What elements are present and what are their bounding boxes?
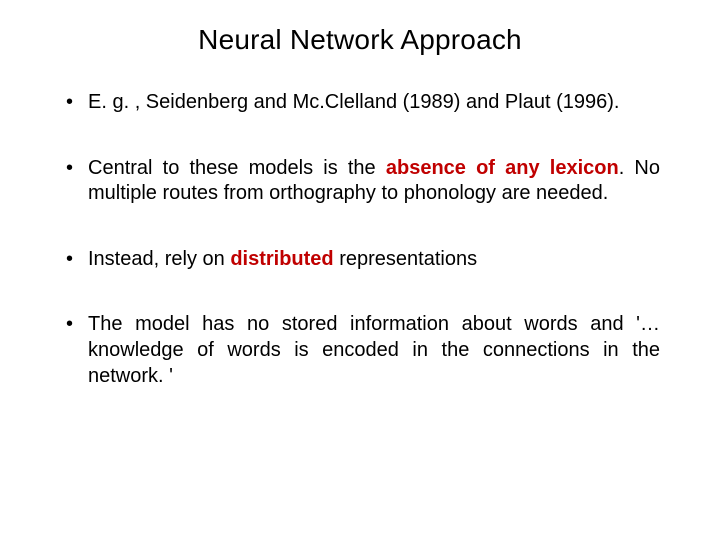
- bullet-text-em: absence of any lexicon: [386, 157, 619, 179]
- list-item: E. g. , Seidenberg and Mc.Clelland (1989…: [60, 90, 660, 116]
- list-item: The model has no stored information abou…: [60, 312, 660, 389]
- bullet-text-pre: Instead, rely on: [88, 248, 230, 270]
- slide: Neural Network Approach E. g. , Seidenbe…: [0, 0, 720, 540]
- list-item: Central to these models is the absence o…: [60, 156, 660, 207]
- bullet-text-post: representations: [334, 248, 477, 270]
- bullet-text-em: distributed: [230, 248, 333, 270]
- bullet-list: E. g. , Seidenberg and Mc.Clelland (1989…: [60, 90, 660, 389]
- bullet-text-pre: Central to these models is the: [88, 157, 386, 179]
- list-item: Instead, rely on distributed representat…: [60, 247, 660, 273]
- bullet-text-pre: The model has no stored information abou…: [88, 313, 660, 386]
- bullet-text-pre: E. g. , Seidenberg and Mc.Clelland (1989…: [88, 91, 619, 113]
- slide-title: Neural Network Approach: [60, 24, 660, 56]
